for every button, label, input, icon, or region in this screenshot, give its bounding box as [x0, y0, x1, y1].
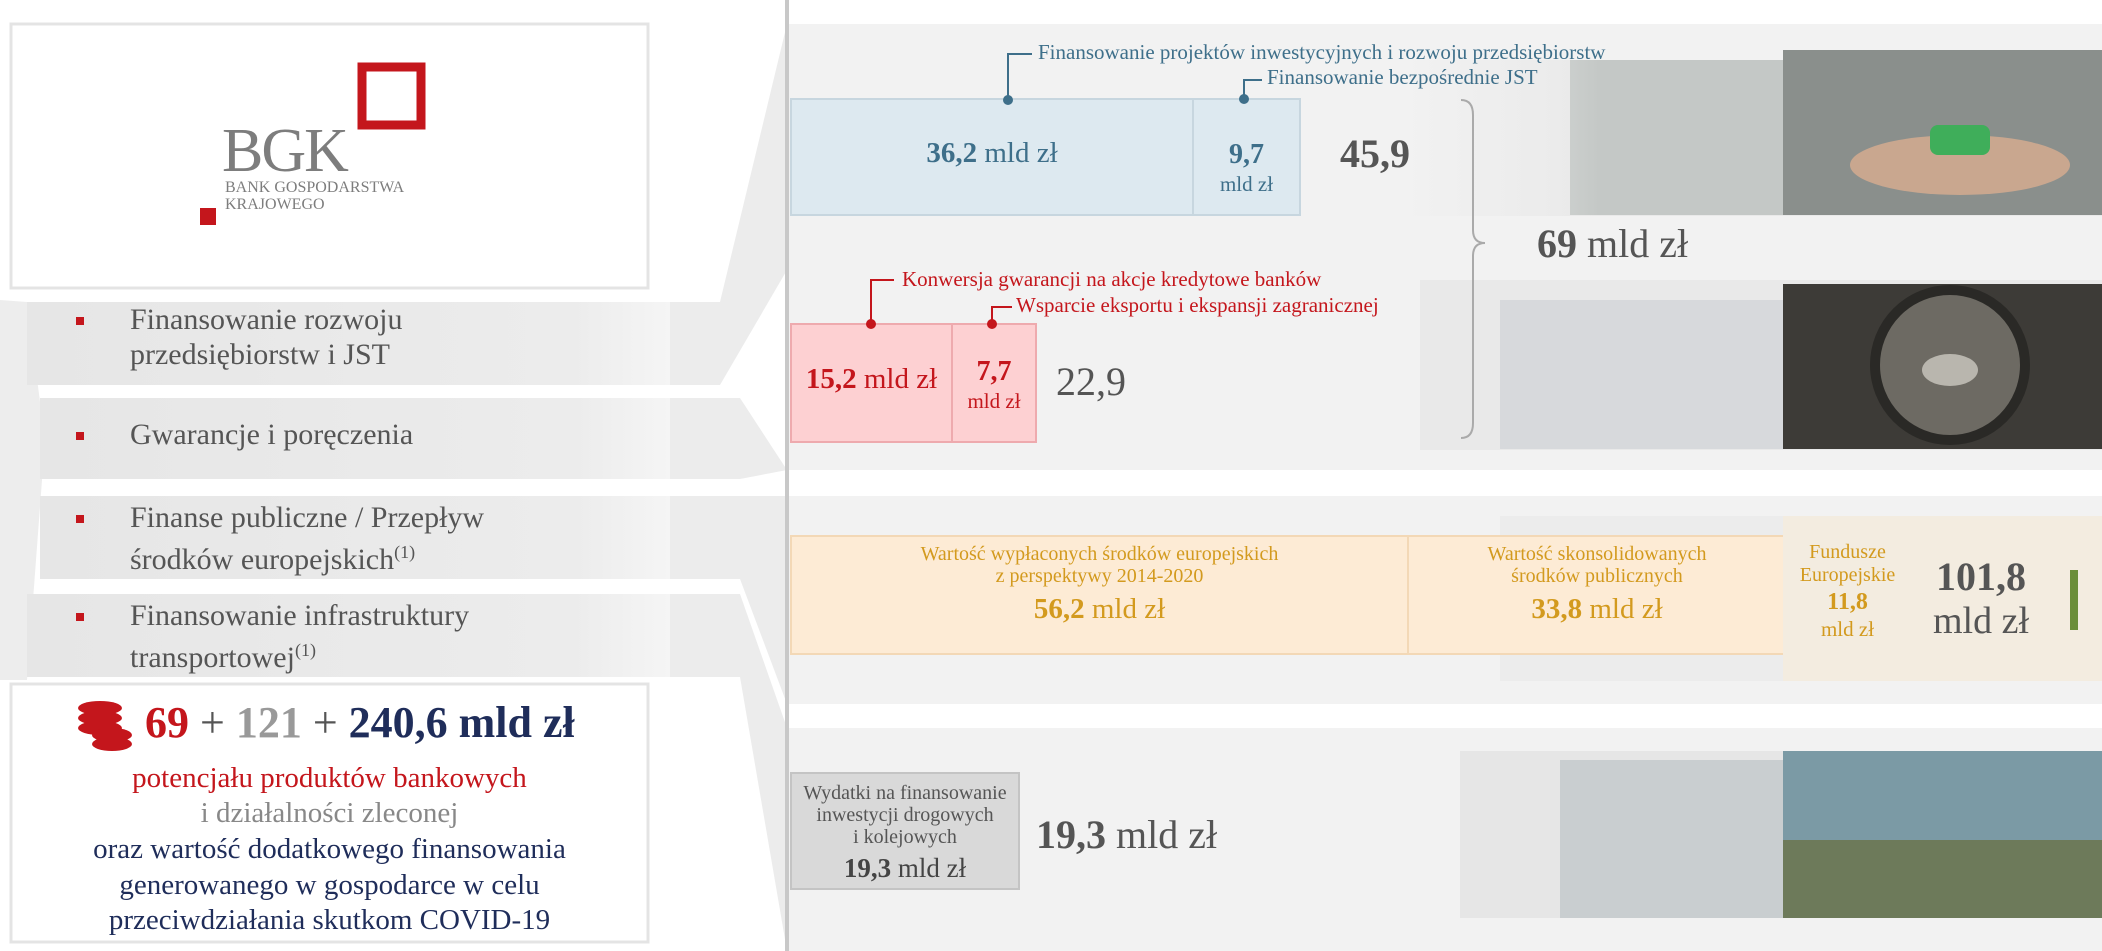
logo-dot — [200, 208, 216, 225]
photo-detail — [1922, 354, 1978, 386]
total: 19,3 mld zł — [1036, 811, 1217, 859]
bullet — [76, 515, 84, 523]
summary-line: generowanego w gospodarce w celu — [11, 868, 648, 903]
unit: mld zł — [952, 389, 1036, 414]
label-line: Fundusze — [1809, 541, 1886, 563]
label-line: z perspektywy 2014-2020 — [996, 565, 1204, 587]
summary-line: przeciwdziałania skutkom COVID-19 — [11, 903, 648, 938]
summary-line: oraz wartość dodatkowego finansowania — [11, 832, 648, 867]
bullet — [76, 613, 84, 621]
summary-part: 240,6 mld zł — [349, 698, 575, 747]
unit: mld zł — [1786, 617, 1909, 642]
value: 69 — [1537, 221, 1577, 266]
photo — [1500, 300, 1783, 449]
box-value: 7,7 — [952, 355, 1036, 389]
unit: mld zł — [1193, 172, 1300, 197]
chevron — [670, 398, 787, 479]
summary-plus: + — [200, 698, 225, 747]
label-line: Wartość wypłaconych środków europejskich — [921, 543, 1279, 565]
box-label: Wartość wypłaconych środków europejskich… — [791, 543, 1408, 587]
summary-line: potencjału produktów bankowych — [11, 761, 648, 796]
menu-text: Finansowanie infrastruktury — [130, 599, 469, 632]
label-line: środków publicznych — [1511, 565, 1683, 587]
logo-subtitle: KRAJOWEGO — [225, 195, 325, 214]
unit: mld zł — [864, 363, 937, 395]
bullet — [76, 432, 84, 440]
unit: mld zł — [1589, 593, 1662, 625]
photo-detail — [2070, 570, 2078, 630]
callout-dot — [1239, 94, 1249, 104]
callout: Finansowanie bezpośrednie JST — [1267, 65, 1538, 90]
value: 19,3 — [1036, 812, 1106, 857]
bullet — [76, 317, 84, 325]
menu-text: Finansowanie rozwoju — [130, 303, 402, 336]
box-value: 9,7 — [1193, 138, 1300, 172]
value: 19,3 — [844, 853, 891, 883]
total: 101,8 — [1921, 553, 2041, 601]
slide: BGK BANK GOSPODARSTWA KRAJOWEGO Finansow… — [0, 0, 2102, 951]
unit: mld zł — [984, 137, 1057, 169]
summary-total: 69 + 121 + 240,6 mld zł — [145, 697, 575, 750]
page: html,body{margin:0;padding:0;} body{widt… — [0, 0, 2102, 951]
callout-dot — [1003, 95, 1013, 105]
summary-part: 69 — [145, 698, 189, 747]
unit: mld zł — [1116, 812, 1217, 857]
value: 36,2 — [926, 137, 977, 169]
photo — [1570, 60, 1783, 215]
callout-dot — [987, 319, 997, 329]
total: 22,9 — [1056, 358, 1126, 406]
menu-item: Finansowanie infrastruktury transportowej… — [130, 598, 469, 675]
box-value: 56,2 mld zł — [791, 592, 1408, 627]
callout: Wsparcie eksportu i ekspansji zagraniczn… — [1016, 293, 1379, 318]
photo-detail — [1783, 840, 2102, 918]
menu-text: przedsiębiorstw i JST — [130, 338, 390, 371]
unit: mld zł — [898, 853, 966, 883]
unit: mld zł — [1092, 593, 1165, 625]
summary-plus: + — [313, 698, 338, 747]
menu-text: Finanse publiczne / Przepływ — [130, 501, 484, 534]
label-line: inwestycji drogowych — [816, 804, 993, 826]
callout: Konwersja gwarancji na akcje kredytowe b… — [902, 267, 1321, 292]
summary-line: i działalności zleconej — [11, 796, 648, 831]
unit: mld zł — [1587, 221, 1688, 266]
menu-text: środków europejskich — [130, 543, 394, 576]
menu-item: Finanse publiczne / Przepływ środków euro… — [130, 500, 484, 577]
footnote-mark: (1) — [295, 640, 316, 660]
total: 45,9 — [1340, 130, 1410, 178]
menu-text: transportowej — [130, 641, 295, 674]
summary-part: 121 — [236, 698, 302, 747]
combined-total: 69 mld zł — [1537, 220, 1688, 268]
value: 33,8 — [1531, 593, 1582, 625]
box-value: 11,8 — [1786, 588, 1909, 617]
value: 15,2 — [806, 363, 857, 395]
label-line: Wydatki na finansowanie — [803, 782, 1006, 804]
menu-item: Gwarancje i poręczenia — [130, 417, 413, 452]
box-value: 15,2 mld zł — [791, 362, 952, 397]
box-value: 19,3 mld zł — [791, 852, 1019, 884]
value: 56,2 — [1034, 593, 1085, 625]
box-value: 33,8 mld zł — [1408, 592, 1786, 627]
photo-detail — [1930, 125, 1990, 155]
box-value: 36,2 mld zł — [791, 136, 1193, 171]
label-line: i kolejowych — [853, 826, 957, 848]
photo — [1560, 760, 1783, 918]
callout: Finansowanie projektów inwestycyjnych i … — [1038, 40, 1605, 65]
footnote-mark: (1) — [394, 542, 415, 562]
unit: mld zł — [1921, 599, 2041, 645]
label-line: Europejskie — [1800, 564, 1896, 586]
callout-dot — [866, 319, 876, 329]
label-line: Wartość skonsolidowanych — [1488, 543, 1707, 565]
